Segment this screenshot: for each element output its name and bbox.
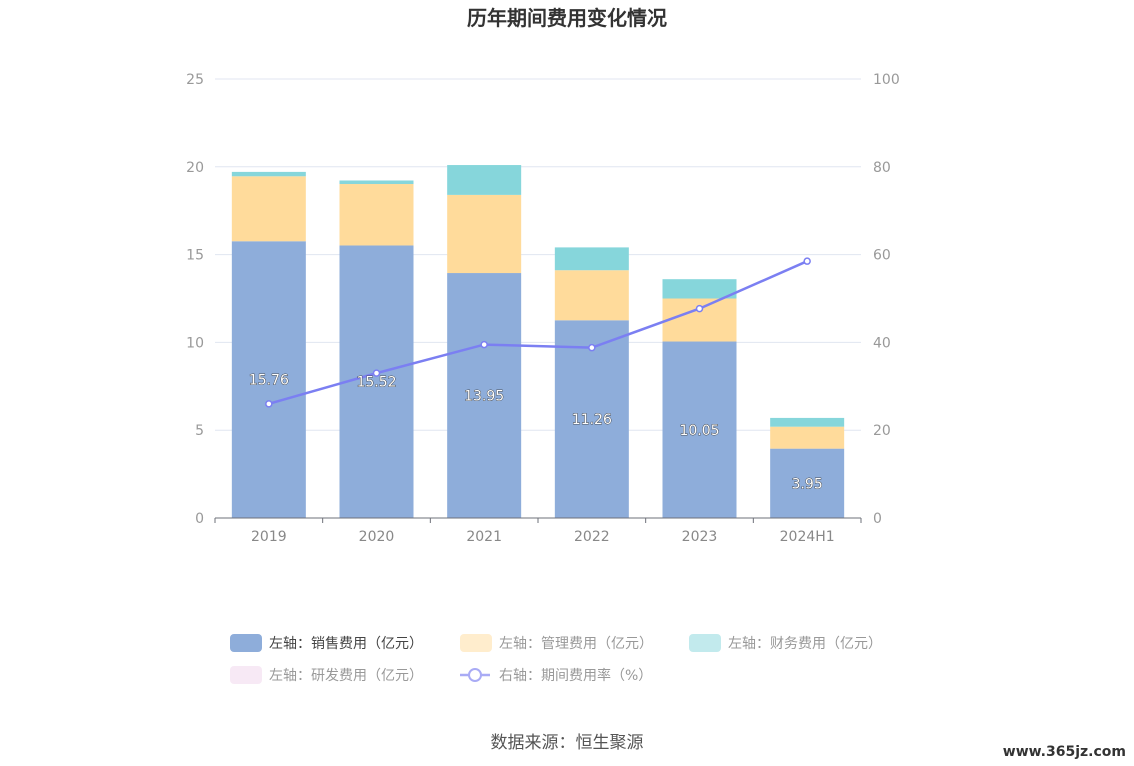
bar-segment [231,171,306,177]
bar-segment [554,247,629,271]
bar-segment [339,245,414,518]
legend-label: 左轴：管理费用（亿元） [499,636,653,652]
rate-point [803,257,811,265]
bar-segment [554,320,629,518]
x-tick-label: 2024H1 [780,529,835,545]
data-label: 13.95 [464,389,504,405]
bar-segment [447,273,522,518]
bar-segment [231,241,306,518]
legend-item[interactable]: 右轴：期间费用率（%） [460,667,652,684]
rate-point [480,340,488,349]
right-tick-label: 60 [873,248,891,264]
legend-swatch [460,634,492,652]
watermark: www.365jz.com [1003,744,1126,760]
rate-point [372,369,381,377]
left-tick-label: 20 [186,160,204,176]
bar-segment [554,270,629,321]
left-tick-label: 5 [195,423,204,439]
bar-segment [447,165,522,195]
legend-label: 左轴：研发费用（亿元） [269,668,423,684]
x-tick-label: 2020 [359,529,395,545]
legend[interactable]: 左轴：销售费用（亿元） 左轴：管理费用（亿元） 左轴：财务费用（亿元） 左轴：研发费用… [230,634,882,684]
data-label: 15.76 [249,373,289,389]
x-tick-label: 2019 [251,529,287,545]
legend-marker [468,668,482,682]
x-tick-label: 2023 [682,529,718,545]
bar-segment [770,448,845,518]
bar-segment [447,194,522,274]
bar-segment [339,184,414,246]
rate-point [265,400,273,408]
legend-item[interactable]: 左轴：销售费用（亿元） [230,634,423,652]
left-tick-label: 0 [195,511,204,527]
chart-title: 历年期间费用变化情况 [467,6,667,30]
legend-item[interactable]: 左轴：研发费用（亿元） [230,666,423,684]
bars [231,165,845,518]
rate-point [695,304,704,313]
legend-label: 左轴：财务费用（亿元） [728,636,882,652]
source-note: 数据来源：恒生聚源 [491,733,644,753]
bar-segment [770,426,845,449]
data-label: 15.52 [356,375,396,391]
bar-segment [339,180,414,185]
legend-item[interactable]: 左轴：财务费用（亿元） [689,634,882,652]
legend-swatch [230,634,262,652]
data-label: 10.05 [679,423,719,439]
rate-line [265,257,811,408]
left-tick-label: 15 [186,248,204,264]
left-tick-label: 10 [186,335,204,351]
bar-segment [770,417,845,427]
right-tick-label: 80 [873,160,891,176]
right-tick-label: 100 [873,72,900,88]
data-label: 11.26 [572,412,612,428]
right-tick-label: 40 [873,335,891,351]
data-labels: 15.76 15.52 13.95 11.26 10.05 3.95 [248,372,823,492]
legend-label: 右轴：期间费用率（%） [499,667,652,684]
rate-line-path [268,260,808,406]
left-axis: 0 5 10 15 20 25 [186,72,204,527]
legend-label: 左轴：销售费用（亿元） [269,636,423,652]
legend-item[interactable]: 左轴：管理费用（亿元） [460,634,653,652]
legend-swatch [230,666,262,684]
right-axis: 0 20 40 60 80 100 [873,72,900,527]
bar-segment [231,176,306,242]
bar-segment [662,341,737,518]
right-tick-label: 20 [873,423,891,439]
bar-segment [662,279,737,299]
legend-swatch [689,634,721,652]
x-axis: 2019 2020 2021 2022 2023 2024H1 [214,517,862,545]
grid [215,78,861,431]
right-tick-label: 0 [873,511,882,527]
rate-point [588,343,596,352]
x-tick-label: 2021 [466,529,502,545]
left-tick-label: 25 [186,72,204,88]
x-tick-label: 2022 [574,529,610,545]
data-label: 3.95 [792,476,823,492]
